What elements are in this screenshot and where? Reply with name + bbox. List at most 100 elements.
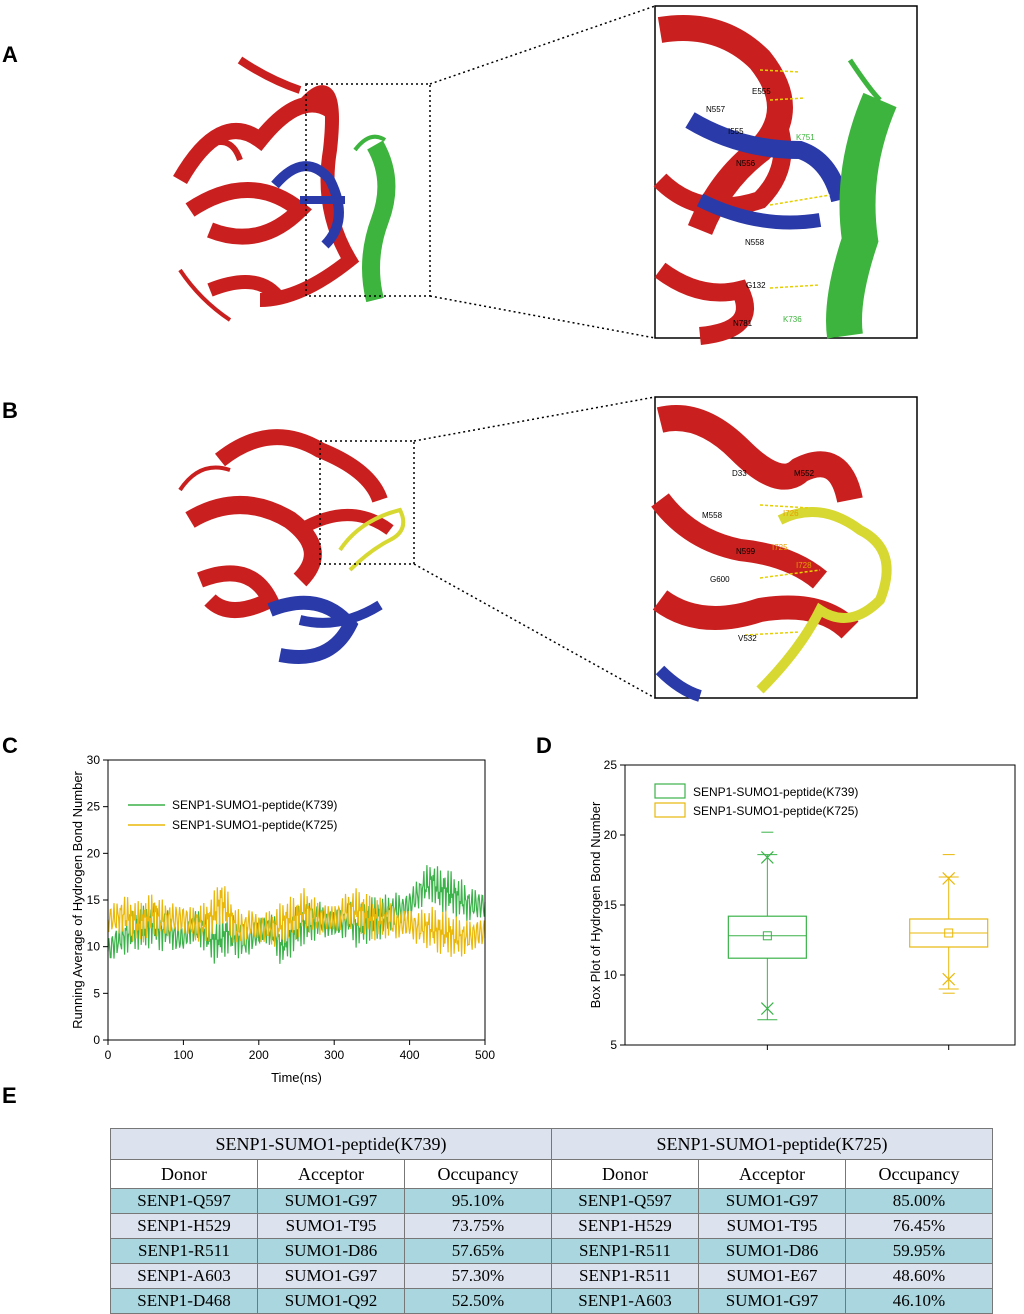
table-cell: SUMO1-G97 bbox=[257, 1188, 405, 1214]
y-tick-label: 10 bbox=[604, 968, 618, 982]
y-tick-label: 10 bbox=[87, 940, 101, 954]
legend-label: SENP1-SUMO1-peptide(K739) bbox=[172, 798, 337, 812]
res-label-a9: K736 bbox=[783, 315, 802, 324]
y-tick-label: 0 bbox=[93, 1033, 100, 1047]
col-header-acceptor: Acceptor bbox=[698, 1159, 846, 1189]
table-cell: 73.75% bbox=[404, 1213, 552, 1239]
mean-marker bbox=[762, 931, 772, 941]
line-chart-hbond: 0 100 200 300 400 500 0 5 10 15 20 25 30 Time(ns) Runn… bbox=[70, 753, 495, 1085]
y-tick-label: 20 bbox=[604, 828, 618, 842]
res-label-b4: N599 bbox=[736, 547, 756, 556]
panel-label-e: E bbox=[2, 1083, 17, 1108]
table-cell: SUMO1-Q92 bbox=[257, 1288, 405, 1314]
col-header-acceptor: Acceptor bbox=[257, 1159, 405, 1189]
panel-label-b: B bbox=[2, 398, 18, 423]
col-header-occupancy: Occupancy bbox=[404, 1159, 552, 1189]
res-label-a5: N558 bbox=[745, 238, 765, 247]
table-cell: SENP1-Q597 bbox=[110, 1188, 258, 1214]
col-header-occupancy: Occupancy bbox=[845, 1159, 993, 1189]
table-row: SENP1-Q597 SUMO1-G97 95.10% SENP1-Q597 S… bbox=[110, 1188, 993, 1214]
table-cell: SENP1-A603 bbox=[110, 1263, 258, 1289]
table-cell: SUMO1-G97 bbox=[698, 1188, 846, 1214]
table-cell: SENP1-H529 bbox=[551, 1213, 699, 1239]
table-cell: SENP1-H529 bbox=[110, 1213, 258, 1239]
table-cell: SENP1-R511 bbox=[110, 1238, 258, 1264]
x-tick-label: 0 bbox=[105, 1048, 112, 1062]
res-label-b9: I728 bbox=[796, 561, 812, 570]
table-cell: 95.10% bbox=[404, 1188, 552, 1214]
y-tick-label: 30 bbox=[87, 753, 101, 767]
panel-b-structure: D33 M552 M558 N599 G600 V532 I726 I725 I… bbox=[178, 396, 918, 702]
table-row: SENP1-R511 SUMO1-D86 57.65% SENP1-R511 S… bbox=[110, 1238, 993, 1264]
panel-a-overview bbox=[173, 56, 431, 322]
table-row: SENP1-A603 SUMO1-G97 57.30% SENP1-R511 S… bbox=[110, 1263, 993, 1289]
y-tick-label: 20 bbox=[87, 846, 101, 860]
percentile-marker bbox=[942, 972, 956, 986]
y-axis-label: Running Average of Hydrogen Bond Number bbox=[70, 770, 85, 1028]
legend-label: SENP1-SUMO1-peptide(K725) bbox=[693, 804, 858, 818]
percentile-marker bbox=[942, 871, 956, 885]
x-tick-label: 500 bbox=[475, 1048, 495, 1062]
res-label-a1: E555 bbox=[752, 87, 771, 96]
table-cell: 59.95% bbox=[845, 1238, 993, 1264]
table-row: SENP1-D468 SUMO1-Q92 52.50% SENP1-A603 S… bbox=[110, 1288, 993, 1314]
panel-label-c: C bbox=[2, 733, 18, 758]
y-tick-label: 25 bbox=[604, 758, 618, 772]
legend-swatch bbox=[654, 802, 686, 818]
table-cell: 57.65% bbox=[404, 1238, 552, 1264]
table-cell: SUMO1-E67 bbox=[698, 1263, 846, 1289]
percentile-marker bbox=[760, 1002, 774, 1016]
table-cell: 48.60% bbox=[845, 1263, 993, 1289]
table-cell: 85.00% bbox=[845, 1188, 993, 1214]
res-label-b6: V532 bbox=[738, 634, 757, 643]
y-tick-label: 15 bbox=[604, 898, 618, 912]
box bbox=[727, 915, 807, 959]
y-tick-label: 25 bbox=[87, 800, 101, 814]
res-label-a6: G132 bbox=[746, 281, 766, 290]
res-label-b8: I725 bbox=[772, 543, 788, 552]
hbond-occupancy-table: SENP1-SUMO1-peptide(K739) SENP1-SUMO1-pe… bbox=[110, 1128, 993, 1314]
table-group-k739: SENP1-SUMO1-peptide(K739) bbox=[110, 1128, 552, 1160]
table-cell: SUMO1-G97 bbox=[257, 1263, 405, 1289]
res-label-a2: N557 bbox=[706, 105, 726, 114]
res-label-a8: K751 bbox=[796, 133, 815, 142]
table-cell: SENP1-Q597 bbox=[551, 1188, 699, 1214]
box-plot-hbond: 5 10 15 20 25 Box Plot of Hydrogen Bond Numbe… bbox=[588, 758, 1016, 1052]
legend-label: SENP1-SUMO1-peptide(K739) bbox=[693, 785, 858, 799]
legend-swatch bbox=[654, 783, 686, 799]
res-label-b7: I726 bbox=[783, 509, 799, 518]
y-tick-label: 15 bbox=[87, 893, 101, 907]
res-label-a7: N781 bbox=[733, 319, 753, 328]
table-cell: 46.10% bbox=[845, 1288, 993, 1314]
table-cell: SENP1-A603 bbox=[551, 1288, 699, 1314]
table-cell: 76.45% bbox=[845, 1213, 993, 1239]
table-cell: SUMO1-T95 bbox=[257, 1213, 405, 1239]
y-tick-label: 5 bbox=[93, 986, 100, 1000]
series-line-k725 bbox=[107, 886, 486, 957]
table-cell: SENP1-R511 bbox=[551, 1263, 699, 1289]
x-tick-label: 100 bbox=[173, 1048, 193, 1062]
y-tick-label: 5 bbox=[610, 1038, 617, 1052]
panel-label-d: D bbox=[536, 733, 552, 758]
panel-b-overview bbox=[178, 429, 415, 664]
panel-label-a: A bbox=[2, 42, 18, 67]
res-label-a3: I555 bbox=[728, 127, 744, 136]
panel-b-zoom bbox=[651, 396, 918, 702]
y-axis-label: Box Plot of Hydrogen Bond Number bbox=[588, 801, 603, 1008]
col-header-donor: Donor bbox=[110, 1159, 258, 1189]
table-cell: 57.30% bbox=[404, 1263, 552, 1289]
panel-a-structure: E555 N557 I555 N556 N558 G132 N781 K751 … bbox=[173, 5, 918, 345]
table-cell: SUMO1-T95 bbox=[698, 1213, 846, 1239]
res-label-b5: G600 bbox=[710, 575, 730, 584]
x-tick-label: 200 bbox=[249, 1048, 269, 1062]
percentile-marker bbox=[760, 850, 774, 864]
table-group-k725: SENP1-SUMO1-peptide(K725) bbox=[551, 1128, 993, 1160]
table-cell: SUMO1-D86 bbox=[698, 1238, 846, 1264]
table-cell: SENP1-R511 bbox=[551, 1238, 699, 1264]
table-cell: 52.50% bbox=[404, 1288, 552, 1314]
legend-label: SENP1-SUMO1-peptide(K725) bbox=[172, 818, 337, 832]
table-cell: SUMO1-G97 bbox=[698, 1288, 846, 1314]
x-tick-label: 400 bbox=[400, 1048, 420, 1062]
res-label-b3: M558 bbox=[702, 511, 723, 520]
res-label-b2: M552 bbox=[794, 469, 815, 478]
